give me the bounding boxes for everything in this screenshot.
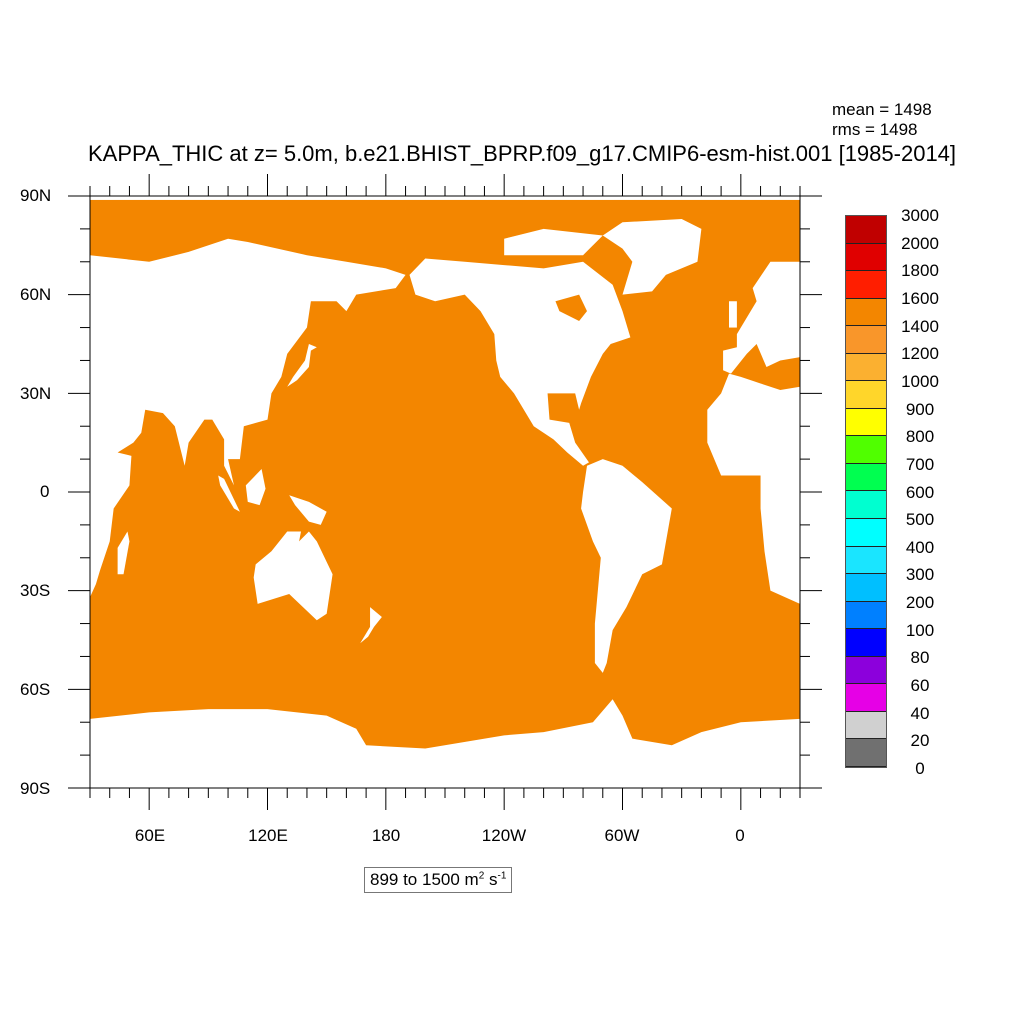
colorbar-box <box>846 436 886 464</box>
colorbar-label: 400 <box>905 537 935 557</box>
colorbar-box <box>846 546 886 575</box>
rms-stat: rms = 1498 <box>832 120 918 139</box>
plot-title: KAPPA_THIC at z= 5.0m, b.e21.BHIST_BPRP.… <box>88 141 957 166</box>
unit-exponent: 2 <box>478 870 485 882</box>
colorbar-label: 200 <box>905 593 935 613</box>
colorbar-box <box>846 381 886 409</box>
colorbar-label: 20 <box>910 731 930 751</box>
y-tick-label: 60S <box>20 680 51 699</box>
colorbar-label: 1000 <box>901 371 939 391</box>
colorbar-label: 40 <box>910 703 930 723</box>
colorbar-label: 900 <box>905 399 935 419</box>
x-tick-label: 120W <box>481 826 527 845</box>
colorbar-label: 100 <box>905 620 935 640</box>
map-frame <box>89 195 801 789</box>
land-greenland <box>602 219 702 295</box>
colorbar-box <box>846 463 886 492</box>
colorbar-box <box>846 739 886 767</box>
land-canadian-archipelago <box>504 228 603 256</box>
colorbar-box <box>846 298 886 327</box>
x-tick-label: 120E <box>248 826 288 845</box>
colorbar-box <box>846 216 886 244</box>
colorbar-box <box>846 408 886 437</box>
colorbar-box <box>846 491 886 520</box>
colorbar-label: 1600 <box>901 288 939 308</box>
colorbar-box <box>846 243 886 272</box>
colorbar-label: 300 <box>905 565 935 585</box>
land-europe <box>723 261 800 374</box>
data-range-box: 899 to 1500 m2 s-1 <box>364 867 513 893</box>
colorbar-box <box>846 519 886 547</box>
land-north-pole-edge <box>90 196 800 200</box>
land-antarctica <box>90 699 800 788</box>
land-africa-west <box>707 373 800 604</box>
colorbar-label: 0 <box>915 759 925 778</box>
map-panel <box>90 196 800 788</box>
y-tick-label: 30S <box>20 581 51 600</box>
colorbar-box <box>846 684 886 712</box>
range-text: 899 to 1500 m <box>370 870 479 889</box>
land-japan <box>287 344 317 387</box>
colorbar-label: 1400 <box>901 316 939 336</box>
unit-text: s <box>484 870 498 889</box>
colorbar-box <box>846 326 886 354</box>
land-britain <box>729 301 737 328</box>
colorbar-label: 700 <box>905 454 935 474</box>
hudson-bay <box>555 294 587 321</box>
colorbar-label: 800 <box>905 427 935 447</box>
colorbar-label: 1200 <box>901 344 939 364</box>
land-sumatra <box>218 475 240 512</box>
colorbar-label: 3000 <box>901 206 939 225</box>
colorbar-label: 2000 <box>901 233 939 253</box>
land-australia <box>253 531 333 621</box>
land-madagascar <box>117 531 130 575</box>
colorbar-label: 500 <box>905 510 935 530</box>
colorbar <box>845 215 887 768</box>
x-tick-label: 0 <box>735 826 745 845</box>
land-borneo <box>245 468 266 506</box>
land-eurasia-africa-east <box>90 238 406 598</box>
x-tick-label: 60E <box>134 826 166 845</box>
colorbar-box <box>846 271 886 299</box>
land-new-zealand <box>360 607 382 644</box>
colorbar-box <box>846 656 886 685</box>
x-tick-label: 180 <box>371 826 401 845</box>
land-south-america <box>581 459 672 673</box>
y-tick-label: 30N <box>20 384 52 403</box>
y-tick-label: 90N <box>20 186 52 205</box>
land-new-guinea <box>289 495 327 525</box>
colorbar-box <box>846 629 886 657</box>
y-tick-label: 90S <box>20 779 51 798</box>
unit-exponent: -1 <box>497 870 507 882</box>
mean-stat: mean = 1498 <box>832 100 932 119</box>
colorbar-box <box>846 574 886 602</box>
colorbar-label: 600 <box>905 482 935 502</box>
colorbar-label: 60 <box>910 676 930 696</box>
colorbar-box <box>846 601 886 630</box>
colorbar-box <box>846 711 886 740</box>
colorbar-box <box>846 353 886 382</box>
y-tick-label: 0 <box>40 482 50 501</box>
x-tick-label: 60W <box>604 826 640 845</box>
colorbar-label: 1800 <box>901 261 939 281</box>
y-tick-label: 60N <box>20 285 52 304</box>
colorbar-label: 80 <box>910 648 930 668</box>
